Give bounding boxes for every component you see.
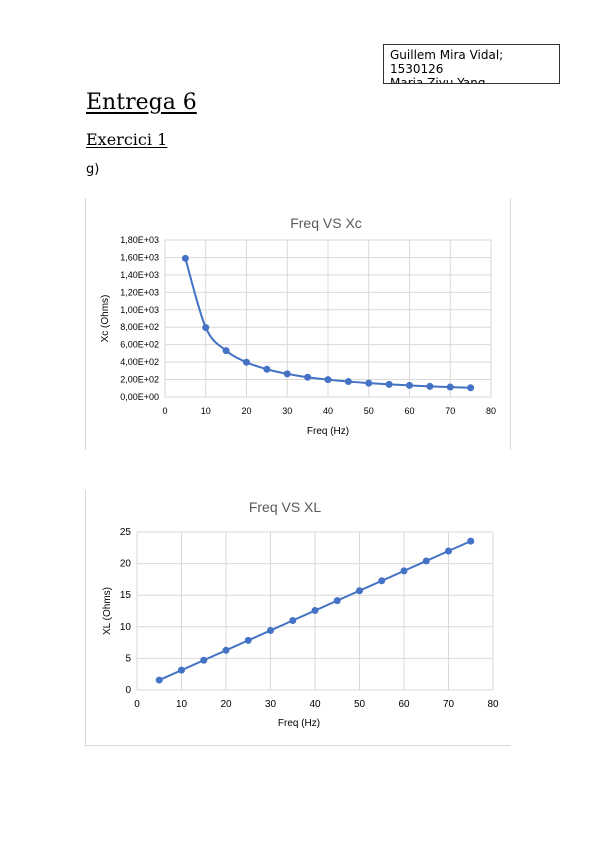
- x-tick-label: 40: [309, 699, 321, 710]
- data-point: [181, 254, 189, 262]
- chart-freq-vs-xc-svg: 0,00E+00 2,00E+02 4,00E+02 6,00E+02 8,00E+02…: [100, 215, 496, 437]
- y-tick-label: 10: [120, 622, 132, 633]
- x-tick-label: 80: [487, 699, 499, 710]
- y-tick-label: 0,00E+00: [120, 392, 159, 402]
- y-tick-label: 4,00E+02: [120, 357, 159, 367]
- data-point: [222, 347, 230, 355]
- data-point: [311, 607, 319, 615]
- data-point: [202, 324, 210, 332]
- data-point: [243, 358, 250, 366]
- data-point: [283, 370, 291, 378]
- chart-freq-vs-xl: 0 5 10 15 20 25 0 10 20 30 40 50 60 70 80 Freq VS XL Fre…: [86, 490, 510, 745]
- y-tick-label: 15: [120, 590, 132, 601]
- data-point: [467, 384, 475, 392]
- x-tick-label: 40: [323, 406, 333, 416]
- data-point: [344, 378, 352, 386]
- x-tick-label: 50: [364, 406, 374, 416]
- page-title: Entrega 6: [86, 90, 197, 115]
- x-tick-label: 10: [201, 406, 211, 416]
- y-tick-label: 1,00E+03: [120, 305, 159, 315]
- y-tick-label: 2,00E+02: [120, 375, 159, 385]
- x-tick-label: 30: [265, 699, 277, 710]
- chart-freq-vs-xc: 0,00E+00 2,00E+02 4,00E+02 6,00E+02 8,00E+02…: [86, 198, 510, 450]
- data-point: [200, 656, 208, 664]
- data-point: [222, 646, 230, 654]
- data-point: [385, 380, 393, 388]
- data-point: [324, 376, 332, 384]
- y-tick-label: 1,80E+03: [120, 235, 159, 245]
- x-tick-label: 70: [443, 699, 455, 710]
- chart1-frame-left: [85, 198, 86, 450]
- data-point: [244, 636, 252, 644]
- chart2-frame-bottom: [85, 745, 511, 746]
- y-tick-label: 1,20E+03: [120, 287, 159, 297]
- x-tick-label: 60: [398, 699, 410, 710]
- data-point: [365, 379, 373, 387]
- x-tick-label: 80: [486, 406, 496, 416]
- data-point: [422, 557, 430, 565]
- data-point: [446, 383, 454, 391]
- x-tick-label: 0: [162, 406, 167, 416]
- data-point: [178, 666, 185, 674]
- chart-title: Freq VS Xc: [290, 215, 362, 231]
- section-heading: Exercici 1: [86, 130, 168, 149]
- x-tick-label: 0: [134, 699, 140, 710]
- y-tick-label: 1,40E+03: [120, 270, 159, 280]
- data-point: [155, 676, 163, 684]
- paragraph-label: g): [86, 162, 100, 177]
- y-tick-label: 1,60E+03: [120, 252, 159, 262]
- x-tick-label: 10: [176, 699, 188, 710]
- author-line-3: Maria Ziyu Yang: [390, 76, 486, 84]
- x-tick-label: 60: [404, 406, 414, 416]
- chart-freq-vs-xl-svg: 0 5 10 15 20 25 0 10 20 30 40 50 60 70 80 Freq VS XL Fre…: [102, 499, 499, 729]
- data-point: [304, 373, 312, 381]
- x-tick-label: 50: [354, 699, 366, 710]
- x-tick-label: 20: [241, 406, 251, 416]
- data-point: [406, 381, 413, 389]
- data-point: [445, 547, 452, 555]
- data-point: [426, 382, 434, 390]
- y-tick-label: 25: [120, 527, 132, 538]
- data-point: [267, 626, 274, 634]
- data-point: [400, 567, 408, 575]
- data-point: [333, 597, 341, 605]
- chart2-frame-left: [85, 490, 86, 746]
- y-tick-label: 5: [125, 653, 131, 664]
- author-line-1: Guillem Mira Vidal;: [390, 48, 504, 62]
- author-box: Guillem Mira Vidal; 1530126 Maria Ziyu Y…: [383, 44, 560, 84]
- y-tick-label: 0: [125, 685, 131, 696]
- x-tick-label: 70: [445, 406, 455, 416]
- x-axis-label: Freq (Hz): [307, 426, 349, 437]
- author-line-2: 1530126: [390, 62, 444, 76]
- chart-title: Freq VS XL: [249, 499, 322, 515]
- data-point: [263, 365, 271, 373]
- y-tick-label: 6,00E+02: [120, 340, 159, 350]
- data-point: [356, 587, 363, 595]
- x-tick-label: 20: [220, 699, 232, 710]
- y-tick-label: 8,00E+02: [120, 322, 159, 332]
- y-axis-label: XL (Ohms): [102, 587, 113, 635]
- data-point: [378, 577, 386, 585]
- data-point: [467, 537, 475, 545]
- y-tick-label: 20: [120, 559, 132, 570]
- chart1-frame-right: [510, 198, 511, 450]
- y-axis-label: Xc (Ohms): [100, 295, 111, 343]
- x-tick-label: 30: [282, 406, 292, 416]
- data-point: [289, 616, 297, 624]
- x-axis-label: Freq (Hz): [278, 718, 320, 729]
